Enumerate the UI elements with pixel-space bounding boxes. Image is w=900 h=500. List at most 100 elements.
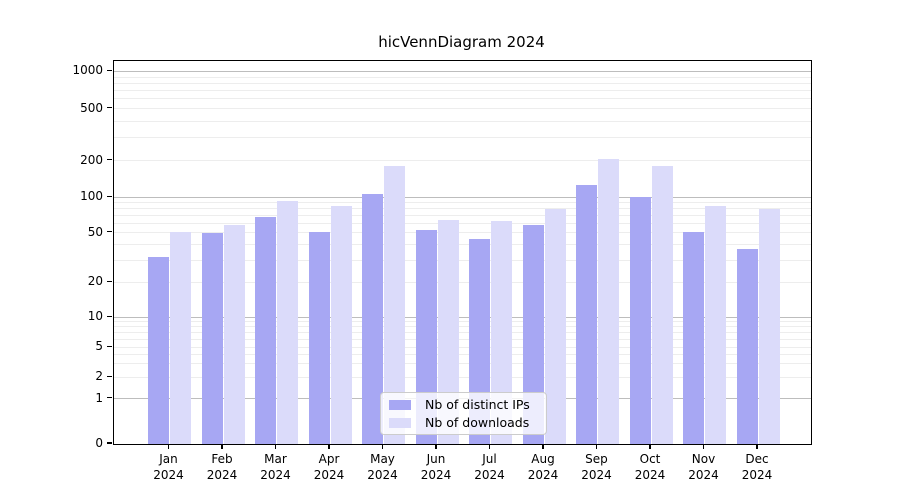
bar-distinct-ips-feb (201, 232, 223, 444)
gridline-minor (114, 244, 811, 246)
bar-downloads-jan (170, 231, 191, 444)
y-tick-label: 0 (95, 436, 103, 450)
x-tick-label: Oct 2024 (634, 452, 666, 482)
bar-downloads-apr (330, 205, 352, 444)
x-tick-mark (595, 444, 598, 449)
bar-distinct-ips-may (362, 193, 383, 444)
x-tick-mark (167, 444, 170, 449)
y-tick-mark (107, 397, 112, 399)
x-tick-mark (221, 444, 223, 449)
gridline-minor (114, 137, 811, 139)
y-tick-label: 5 (95, 339, 103, 354)
y-tick-mark (107, 158, 112, 161)
x-tick-mark (649, 444, 651, 449)
x-tick-mark (702, 444, 705, 449)
chart-title: hicVennDiagram 2024 (378, 33, 545, 51)
y-tick-mark (107, 280, 112, 282)
bar-distinct-ips-dec (736, 249, 758, 444)
gridline-minor (114, 98, 811, 100)
bar-downloads-feb (223, 225, 245, 444)
bar-downloads-sep (598, 159, 619, 444)
bar-distinct-ips-sep (576, 185, 597, 444)
x-tick-label: Dec 2024 (741, 452, 773, 482)
x-tick-mark (274, 444, 277, 449)
y-tick-label: 1000 (72, 63, 103, 78)
x-tick-mark (381, 444, 384, 449)
y-tick-mark (107, 345, 112, 347)
x-tick-label: Feb 2024 (206, 452, 238, 482)
legend-item: Nb of downloads (389, 415, 546, 430)
y-tick-mark (107, 195, 112, 197)
gridline-minor (114, 338, 811, 340)
x-tick-mark (328, 444, 330, 449)
y-tick-label: 50 (87, 224, 103, 239)
gridline-minor (114, 83, 811, 84)
gridline-minor (114, 202, 811, 204)
y-tick-mark (107, 442, 112, 444)
y-tick-mark (107, 315, 112, 317)
legend-label: Nb of distinct IPs (425, 397, 530, 412)
bar-distinct-ips-apr (308, 231, 330, 444)
gridline-minor (114, 259, 811, 261)
y-tick-mark (107, 69, 112, 72)
gridline-minor (114, 281, 811, 283)
bar-distinct-ips-oct (629, 197, 651, 444)
bar-downloads-dec (758, 209, 780, 444)
legend: Nb of distinct IPs Nb of downloads (380, 392, 547, 435)
bar-distinct-ips-jun (415, 229, 437, 444)
x-tick-label: Jan 2024 (153, 452, 184, 482)
x-tick-label: Sep 2024 (581, 452, 612, 482)
gridline-minor (114, 208, 811, 210)
bar-downloads-oct (651, 165, 673, 444)
y-tick-label: 500 (80, 100, 103, 115)
x-tick-mark (756, 444, 758, 449)
gridline-minor (114, 363, 811, 365)
bar-downloads-may (384, 165, 405, 444)
x-tick-mark (435, 444, 437, 449)
gridline-minor (114, 332, 811, 334)
y-tick-label: 100 (80, 189, 103, 204)
plot-area (113, 60, 812, 445)
gridline-minor (114, 160, 811, 161)
gridline-minor (114, 326, 811, 328)
gridline-major (114, 196, 811, 198)
legend-label: Nb of downloads (425, 415, 530, 430)
bar-downloads-mar (277, 200, 298, 444)
legend-item: Nb of distinct IPs (389, 397, 546, 412)
gridline-minor (114, 215, 811, 217)
legend-swatch (389, 399, 411, 410)
bar-distinct-ips-jan (148, 256, 169, 444)
y-tick-mark (107, 375, 112, 377)
x-tick-label: Mar 2024 (260, 452, 291, 482)
bar-downloads-nov (705, 206, 726, 444)
bar-distinct-ips-mar (255, 217, 276, 444)
gridline-minor (114, 321, 811, 323)
y-tick-label: 1 (95, 390, 103, 405)
y-tick-label: 2 (95, 369, 103, 384)
gridline-minor (114, 232, 811, 234)
y-tick-label: 200 (80, 152, 103, 167)
gridline-minor (114, 108, 811, 110)
bar-distinct-ips-nov (683, 231, 704, 444)
bar-downloads-jul (491, 220, 512, 444)
x-tick-label: Apr 2024 (313, 452, 345, 482)
bar-downloads-aug (544, 208, 566, 444)
gridline-minor (114, 346, 811, 348)
x-tick-label: Jul 2024 (474, 452, 505, 482)
legend-swatch (389, 417, 411, 428)
x-tick-label: Aug 2024 (527, 452, 559, 482)
gridline-major (114, 70, 811, 72)
x-tick-mark (488, 444, 491, 449)
bar-distinct-ips-aug (522, 225, 544, 444)
bar-downloads-jun (437, 220, 459, 444)
y-tick-mark (107, 107, 112, 109)
x-tick-label: Nov 2024 (688, 452, 719, 482)
gridline-minor (114, 120, 811, 122)
gridline-minor (114, 90, 811, 92)
gridline-minor (114, 76, 811, 78)
y-tick-label: 20 (87, 274, 103, 289)
gridline-minor (114, 376, 811, 378)
x-tick-label: May 2024 (367, 452, 398, 482)
gridline-minor (114, 222, 811, 224)
